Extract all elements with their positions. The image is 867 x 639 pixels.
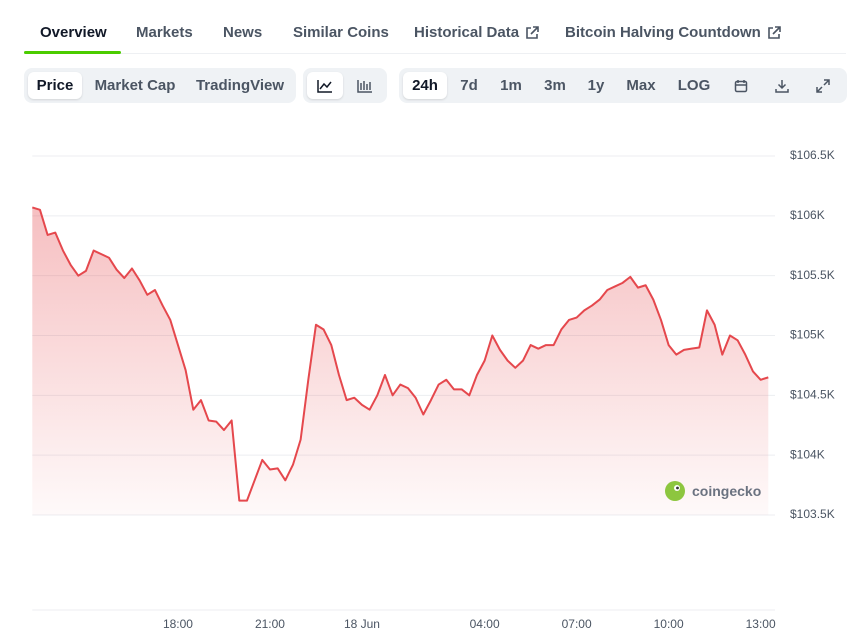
mode-button[interactable]: Price (28, 72, 82, 99)
range-button[interactable]: 7d (460, 77, 478, 94)
x-tick-label: 21:00 (255, 617, 285, 631)
range-button[interactable]: 3m (544, 77, 566, 94)
calendar-button[interactable] (725, 72, 757, 99)
watermark-text: coingecko (692, 483, 762, 499)
range-button[interactable]: 24h (403, 72, 447, 99)
tab-bar: Overview Markets News Similar Coins Hist… (24, 14, 846, 54)
mode-button[interactable]: TradingView (195, 77, 285, 94)
fullscreen-button[interactable] (807, 72, 839, 99)
range-button[interactable]: LOG (677, 77, 711, 94)
expand-icon (816, 79, 830, 93)
line-icon (317, 80, 332, 93)
y-tick-label: $104K (790, 447, 825, 461)
y-tick-label: $104.5K (790, 388, 835, 402)
calendar-icon (734, 80, 748, 93)
y-tick-label: $103.5K (790, 507, 835, 521)
tab-label: Historical Data (414, 24, 520, 41)
download-button[interactable] (766, 72, 798, 99)
range-button[interactable]: Max (626, 77, 656, 94)
tab-label: Bitcoin Halving Countdown (565, 24, 761, 41)
tab[interactable]: Bitcoin Halving Countdown (565, 24, 781, 41)
x-tick-label: 18:00 (163, 617, 193, 631)
tab[interactable]: Overview (40, 24, 107, 41)
x-tick-label: 04:00 (470, 617, 500, 631)
tab[interactable]: Markets (136, 24, 193, 41)
y-tick-label: $106K (790, 208, 825, 222)
y-tick-label: $106.5K (790, 148, 835, 162)
candle-chart-button[interactable] (347, 72, 383, 99)
x-tick-label: 18 Jun (344, 617, 380, 631)
y-tick-label: $105.5K (790, 268, 835, 282)
external-link-icon (526, 25, 539, 39)
download-icon (775, 80, 789, 93)
tab[interactable]: Historical Data (414, 24, 539, 41)
x-tick-label: 13:00 (746, 617, 776, 631)
range-group: 24h 7d 1m 3m 1y Max LOG (399, 68, 847, 103)
x-tick-label: 07:00 (562, 617, 592, 631)
price-chart: $103.5K $104K $104.5K $105K $105.5K $106K $106… (32, 148, 835, 631)
y-tick-label: $105K (790, 328, 825, 342)
price-line (32, 206, 769, 502)
candle-icon (357, 80, 372, 93)
external-link-icon (768, 25, 781, 39)
chart-style-group (303, 68, 387, 103)
range-button[interactable]: 1y (587, 77, 605, 94)
watermark: coingecko (664, 480, 761, 502)
tab[interactable]: Similar Coins (293, 24, 389, 41)
price-area (32, 207, 769, 515)
line-chart-button[interactable] (307, 72, 343, 99)
logo (665, 481, 685, 501)
mode-button[interactable]: Market Cap (94, 77, 176, 94)
active-tab-indicator (24, 51, 121, 54)
range-button[interactable]: 1m (500, 77, 522, 94)
mode-group: Price Market Cap TradingView (24, 68, 296, 103)
tab[interactable]: News (223, 24, 263, 41)
x-tick-label: 10:00 (654, 617, 684, 631)
